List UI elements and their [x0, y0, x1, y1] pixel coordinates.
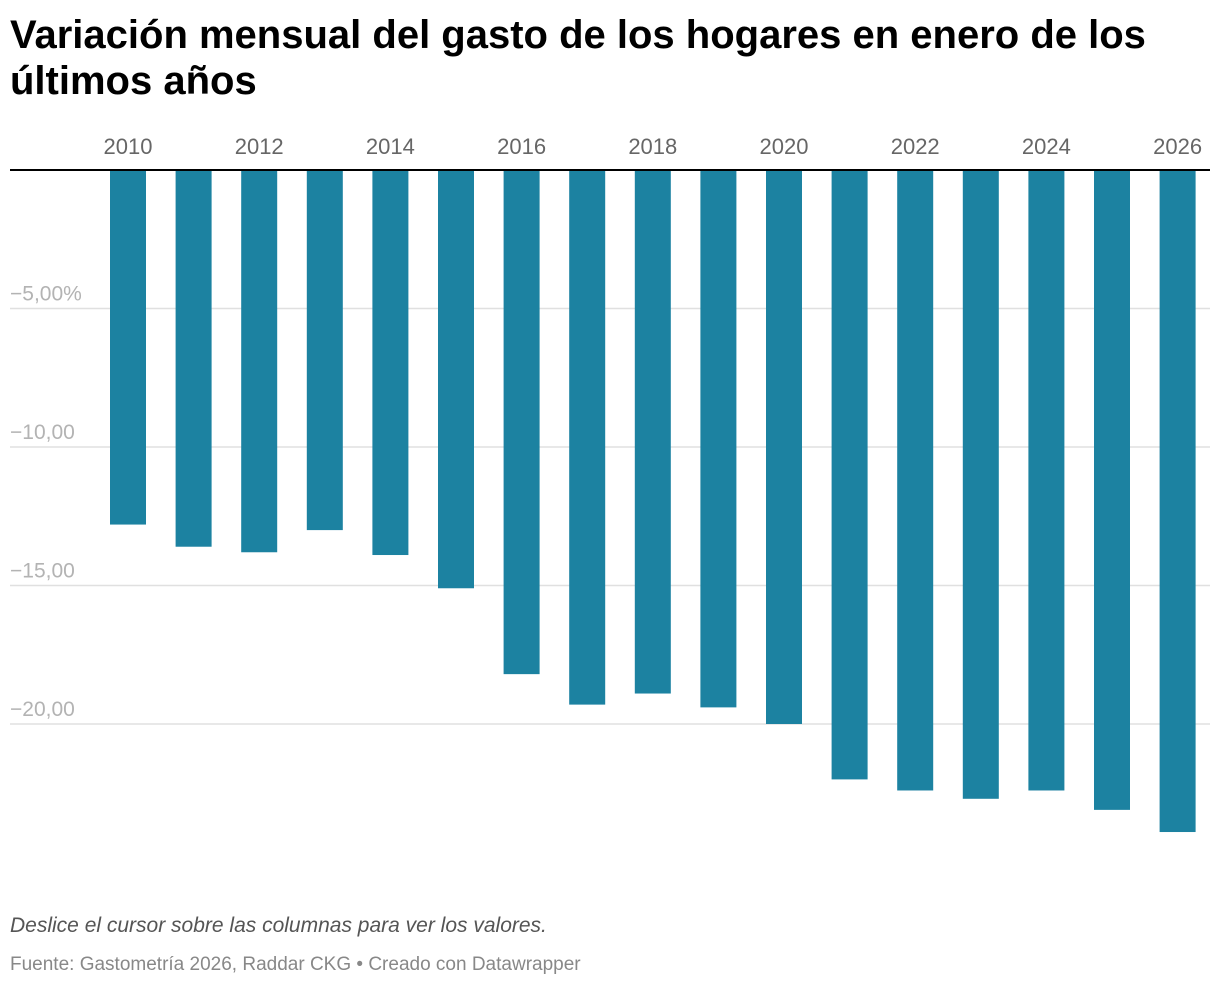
bar-2011[interactable] — [175, 170, 212, 547]
chart-title: Variación mensual del gasto de los hogar… — [10, 13, 1146, 103]
y-tick-label: −5,00% — [10, 283, 82, 306]
x-tick-label: 2016 — [497, 134, 546, 159]
y-tick-label: −10,00 — [10, 421, 75, 444]
x-tick-label: 2024 — [1022, 134, 1071, 159]
x-tick-label: 2010 — [104, 134, 153, 159]
x-tick-label: 2014 — [366, 134, 415, 159]
y-tick-label: −20,00 — [10, 698, 75, 721]
hover-hint: Deslice el cursor sobre las columnas par… — [10, 914, 547, 937]
source-credit: Fuente: Gastometría 2026, Raddar CKG • C… — [10, 954, 581, 975]
x-tick-labels: 2010 2012 2014 2016 2018 2020 2022 2024 2026 — [104, 134, 1203, 159]
x-tick-label: 2020 — [760, 134, 809, 159]
bar-2014[interactable] — [372, 170, 409, 556]
bar-2022[interactable] — [897, 170, 934, 791]
bar-2013[interactable] — [306, 170, 343, 531]
bar-2026[interactable] — [1159, 170, 1196, 833]
bar-2017[interactable] — [569, 170, 606, 705]
x-tick-label: 2026 — [1153, 134, 1202, 159]
bar-2024[interactable] — [1028, 170, 1065, 791]
bar-chart: −5,00%−10,00−15,00−20,00 2010 2012 2014 201… — [10, 134, 1210, 833]
bar-2018[interactable] — [634, 170, 671, 694]
bar-2015[interactable] — [438, 170, 474, 589]
x-tick-label: 2012 — [235, 134, 284, 159]
bar-2010[interactable] — [110, 170, 146, 525]
bar-2023[interactable] — [962, 170, 999, 799]
y-tick-label: −15,00 — [10, 560, 75, 583]
bar-2021[interactable] — [831, 170, 868, 780]
bar-2016[interactable] — [503, 170, 540, 675]
x-tick-label: 2022 — [891, 134, 940, 159]
y-tick-labels: −5,00% −10,00 −15,00 −20,00 — [10, 283, 82, 722]
bar-2012[interactable] — [241, 170, 278, 553]
bar-2020[interactable] — [766, 170, 802, 724]
bar-2019[interactable] — [700, 170, 737, 708]
bars — [110, 170, 1196, 833]
bar-2025[interactable] — [1094, 170, 1130, 810]
x-tick-label: 2018 — [628, 134, 677, 159]
